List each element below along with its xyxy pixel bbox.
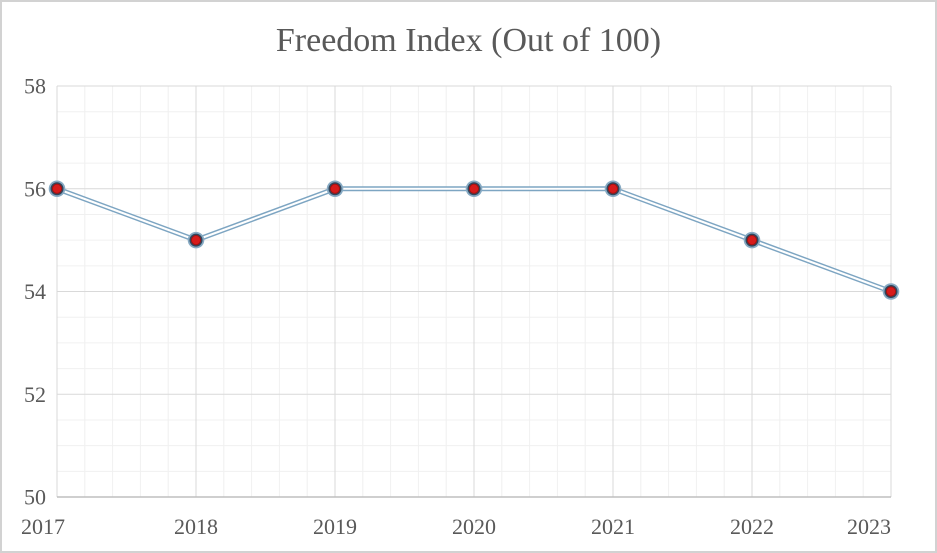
x-tick-label: 2022 (730, 514, 774, 539)
x-tick-label: 2017 (21, 514, 65, 539)
x-tick-label: 2023 (847, 514, 891, 539)
y-tick-label: 56 (24, 176, 46, 201)
data-point-2021 (604, 180, 622, 198)
y-tick-label: 52 (24, 382, 46, 407)
y-tick-label: 58 (24, 74, 46, 99)
x-tick-label: 2020 (452, 514, 496, 539)
data-point-2022 (743, 231, 761, 249)
y-axis-labels: 50 52 54 56 58 (24, 74, 46, 510)
gridlines-major (56, 85, 892, 497)
data-point-2018 (187, 231, 205, 249)
data-point-markers (48, 180, 900, 300)
data-point-2020 (465, 180, 483, 198)
y-tick-label: 50 (24, 485, 46, 510)
data-point-2023 (882, 283, 900, 300)
y-tick-label: 54 (24, 279, 46, 304)
data-point-2017 (48, 180, 66, 198)
data-point-2019 (326, 180, 344, 198)
x-axis-labels: 2017 2018 2019 2020 2021 2022 2023 (21, 514, 891, 539)
x-tick-label: 2019 (313, 514, 357, 539)
x-tick-label: 2021 (591, 514, 635, 539)
x-tick-label: 2018 (174, 514, 218, 539)
